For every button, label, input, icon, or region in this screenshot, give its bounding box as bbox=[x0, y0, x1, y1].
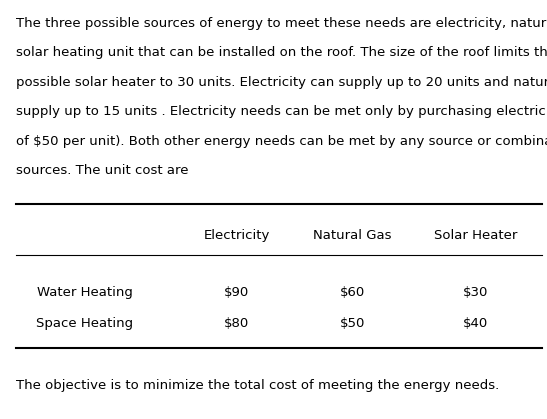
Text: $50: $50 bbox=[340, 317, 365, 330]
Text: Solar Heater: Solar Heater bbox=[434, 229, 517, 242]
Text: Space Heating: Space Heating bbox=[36, 317, 133, 330]
Text: $80: $80 bbox=[224, 317, 249, 330]
Text: $60: $60 bbox=[340, 286, 365, 299]
Text: Natural Gas: Natural Gas bbox=[313, 229, 392, 242]
Text: $90: $90 bbox=[224, 286, 249, 299]
Text: of $50 per unit). Both other energy needs can be met by any source or combinatio: of $50 per unit). Both other energy need… bbox=[16, 135, 547, 148]
Text: possible solar heater to 30 units. Electricity can supply up to 20 units and nat: possible solar heater to 30 units. Elect… bbox=[16, 76, 547, 89]
Text: Water Heating: Water Heating bbox=[37, 286, 132, 299]
Text: supply up to 15 units . Electricity needs can be met only by purchasing electric: supply up to 15 units . Electricity need… bbox=[16, 105, 547, 118]
Text: The three possible sources of energy to meet these needs are electricity, natura: The three possible sources of energy to … bbox=[16, 16, 547, 29]
Text: Electricity: Electricity bbox=[204, 229, 270, 242]
Text: sources. The unit cost are: sources. The unit cost are bbox=[16, 164, 189, 177]
Text: The objective is to minimize the total cost of meeting the energy needs.: The objective is to minimize the total c… bbox=[16, 379, 499, 392]
Text: $30: $30 bbox=[463, 286, 488, 299]
Text: $40: $40 bbox=[463, 317, 488, 330]
Text: solar heating unit that can be installed on the roof. The size of the roof limit: solar heating unit that can be installed… bbox=[16, 46, 547, 59]
